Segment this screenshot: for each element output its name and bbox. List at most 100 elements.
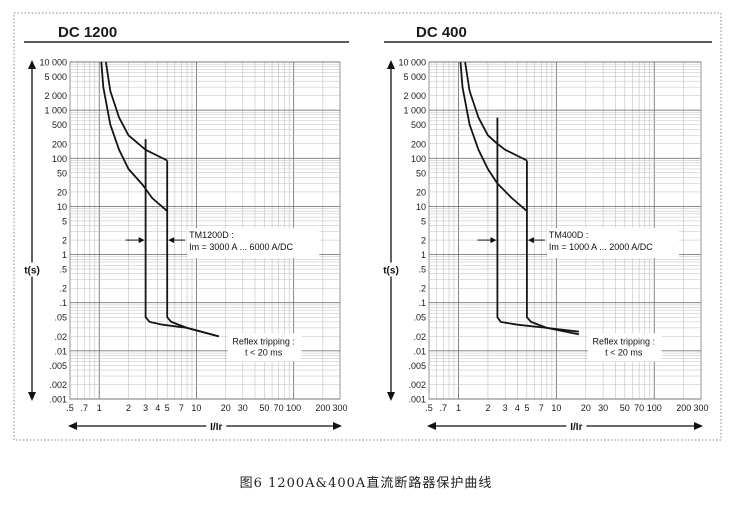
x-tick-label: 200	[676, 403, 691, 413]
x-tick-label: 300	[693, 403, 708, 413]
y-axis-arrowhead-bottom	[28, 392, 36, 401]
y-tick-label: 10	[416, 202, 426, 212]
x-axis-arrowhead-right	[694, 422, 703, 430]
x-tick-label: 50	[620, 403, 630, 413]
chart-panel-dc400: DC 400 10 000 5 000 2 000 1 000 500 200 100 50 20…	[382, 24, 712, 433]
y-tick-label: 10 000	[398, 58, 426, 68]
y-tick-label: 5	[421, 216, 426, 226]
reflex-annotation-bg	[227, 333, 302, 362]
x-tick-label: .7	[80, 403, 88, 413]
y-tick-label: .01	[413, 346, 426, 356]
x-axis-arrowhead-left	[68, 422, 77, 430]
x-axis-label-bg	[566, 419, 587, 432]
arrow-right-head	[527, 237, 534, 244]
x-tick-label: 50	[259, 403, 269, 413]
x-axis-arrowhead-left	[427, 422, 436, 430]
y-tick-label: 10 000	[39, 58, 67, 68]
y-tick-label: 5 000	[44, 72, 67, 82]
x-tick-label: 4	[515, 403, 520, 413]
x-tick-label: 20	[221, 403, 231, 413]
x-tick-label: 10	[191, 403, 201, 413]
x-tick-label: 7	[179, 403, 184, 413]
y-tick-label: 1 000	[44, 106, 67, 116]
reflex-annotation-line1: Reflex tripping :	[232, 336, 295, 346]
y-tick-label: 100	[52, 154, 67, 164]
reflex-annotation-line2: t < 20 ms	[605, 347, 643, 357]
y-tick-label: .1	[418, 298, 426, 308]
y-axis-arrowhead-top	[387, 60, 395, 69]
y-axis-label-bg	[23, 262, 41, 277]
x-tick-label: 300	[332, 403, 347, 413]
y-tick-label: .002	[408, 380, 426, 390]
x-tick-label: 3	[503, 403, 508, 413]
series-line-1	[459, 61, 528, 212]
y-tick-label: .1	[59, 298, 67, 308]
y-axis-label-bg	[382, 262, 400, 277]
y-tick-label: .001	[408, 395, 426, 405]
x-tick-label: 100	[647, 403, 662, 413]
chart-title: DC 1200	[58, 24, 117, 41]
reflex-annotation-line2: t < 20 ms	[245, 347, 283, 357]
x-axis-label: I/Ir	[210, 422, 222, 433]
y-tick-label: 2 000	[403, 91, 426, 101]
y-tick-label: 10	[57, 202, 67, 212]
x-tick-label: .5	[425, 403, 433, 413]
figure-border	[13, 12, 722, 441]
x-tick-label: 20	[581, 403, 591, 413]
y-tick-label: 200	[411, 139, 426, 149]
x-tick-label: 5	[165, 403, 170, 413]
y-tick-label: .2	[418, 284, 426, 294]
y-tick-label: .005	[49, 361, 67, 371]
x-tick-label: 70	[634, 403, 644, 413]
y-tick-label: .02	[413, 332, 426, 342]
y-tick-label: 20	[416, 187, 426, 197]
y-tick-label: 2	[421, 236, 426, 246]
x-tick-label: 70	[274, 403, 284, 413]
y-tick-label: .001	[49, 395, 67, 405]
reflex-annotation-bg	[587, 333, 662, 362]
x-tick-label: .7	[440, 403, 448, 413]
y-tick-label: .5	[59, 265, 67, 275]
y-tick-label: 1	[421, 250, 426, 260]
device-range-annotation: Im = 1000 A ... 2000 A/DC	[549, 242, 653, 252]
x-tick-label: 1	[456, 403, 461, 413]
y-tick-label: 50	[57, 168, 67, 178]
figure-caption: 图6 1200A&400A直流断路器保护曲线	[239, 476, 493, 491]
series-line-2	[105, 61, 168, 162]
x-tick-label: 3	[143, 403, 148, 413]
device-annotation-bg	[187, 228, 320, 259]
chart-title: DC 400	[416, 24, 467, 41]
x-axis-label: I/Ir	[570, 422, 582, 433]
y-tick-label: 1	[62, 250, 67, 260]
x-tick-label: 30	[238, 403, 248, 413]
x-tick-label: 2	[126, 403, 131, 413]
y-axis-label: t(s)	[24, 266, 40, 277]
y-tick-label: .005	[408, 361, 426, 371]
y-tick-label: 20	[57, 187, 67, 197]
reflex-annotation-line1: Reflex tripping :	[593, 336, 656, 346]
y-tick-label: 500	[411, 120, 426, 130]
y-tick-label: 1 000	[403, 106, 426, 116]
chart-panel-dc1200: DC 1200 10 000 5 000 2 000 1 000 500 200 100 50 2…	[23, 24, 349, 433]
x-axis-arrowhead-right	[333, 422, 342, 430]
x-tick-label: 100	[286, 403, 301, 413]
y-tick-label: 5	[62, 216, 67, 226]
y-tick-label: 5 000	[403, 72, 426, 82]
y-tick-label: .05	[54, 313, 67, 323]
arrow-left-head	[490, 237, 497, 244]
x-tick-label: 30	[598, 403, 608, 413]
y-tick-label: 100	[411, 154, 426, 164]
y-tick-label: 500	[52, 120, 67, 130]
y-tick-label: 50	[416, 168, 426, 178]
x-tick-label: 7	[539, 403, 544, 413]
x-tick-label: .5	[66, 403, 74, 413]
x-axis-label-bg	[206, 419, 227, 432]
x-tick-label: 200	[315, 403, 330, 413]
y-axis-arrowhead-bottom	[387, 392, 395, 401]
y-tick-label: .5	[418, 265, 426, 275]
series-line-1	[100, 61, 168, 212]
y-tick-label: 2 000	[44, 91, 67, 101]
device-range-annotation: Im = 3000 A ... 6000 A/DC	[189, 242, 293, 252]
device-annotation: TM1200D :	[189, 230, 234, 240]
